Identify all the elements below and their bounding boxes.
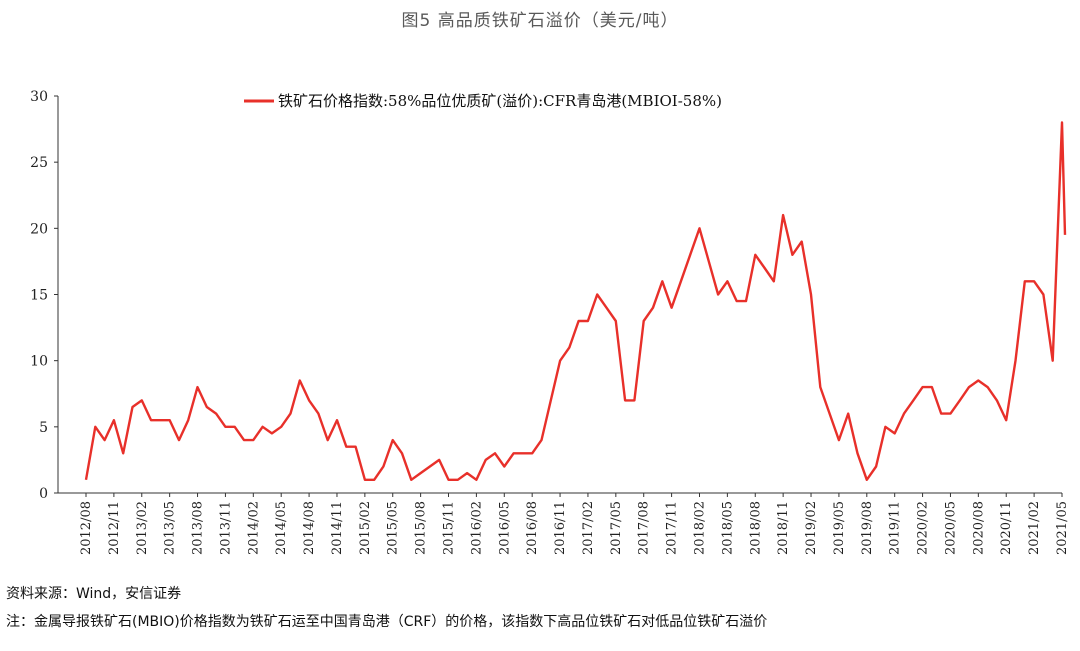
y-tick-label: 20: [30, 221, 48, 237]
y-tick-label: 5: [39, 420, 48, 436]
legend: 铁矿石价格指数:58%品位优质矿(溢价):CFR青岛港(MBIOI-58%): [244, 92, 722, 110]
x-tick-label: 2016/08: [525, 501, 540, 555]
x-tick-label: 2020/05: [943, 501, 958, 555]
x-tick-label: 2014/08: [302, 501, 317, 555]
source-note: 资料来源：Wind，安信证券: [6, 586, 182, 602]
x-tick-label: 2018/11: [776, 501, 791, 555]
y-axis-ticks: 0 5 10 15 20 25 30: [30, 89, 58, 502]
y-tick-label: 25: [30, 155, 48, 171]
series-line-0: [84, 121, 1067, 481]
x-tick-label: 2012/08: [79, 501, 94, 555]
x-tick-label: 2019/08: [860, 501, 875, 555]
x-tick-label: 2012/11: [107, 501, 122, 555]
x-tick-label: 2021/02: [1027, 501, 1042, 555]
chart-title: 图5 高品质铁矿石溢价（美元/吨）: [401, 11, 679, 31]
x-tick-label: 2015/05: [386, 501, 401, 555]
footnote: 注：金属导报铁矿石(MBIO)价格指数为铁矿石运至中国青岛港（CRF）的价格，该…: [6, 614, 768, 630]
y-tick-label: 10: [30, 354, 48, 370]
x-tick-label: 2019/02: [804, 501, 819, 555]
x-tick-label: 2013/08: [191, 501, 206, 555]
x-tick-label: 2015/02: [358, 501, 373, 555]
x-tick-label: 2013/05: [163, 501, 178, 555]
x-tick-label: 2014/05: [274, 501, 289, 555]
x-tick-label: 2013/11: [218, 501, 233, 555]
line-chart: 0 5 10 15 20 25 30 2012/08 2012/11 2013/02 2013/0…: [30, 89, 1070, 555]
x-tick-label: 2019/05: [832, 501, 847, 555]
x-tick-label: 2015/08: [414, 501, 429, 555]
x-tick-label: 2018/08: [748, 501, 763, 555]
x-tick-label: 2016/05: [497, 501, 512, 555]
series-layer: [84, 121, 1067, 481]
x-tick-label: 2020/02: [916, 501, 931, 555]
axes: [57, 96, 1062, 494]
legend-label: 铁矿石价格指数:58%品位优质矿(溢价):CFR青岛港(MBIOI-58%): [278, 92, 722, 110]
x-tick-label: 2021/05: [1055, 501, 1070, 555]
y-tick-label: 0: [39, 486, 48, 502]
x-tick-label: 2015/11: [442, 501, 457, 555]
x-tick-label: 2014/02: [246, 501, 261, 555]
x-tick-label: 2018/02: [692, 501, 707, 555]
x-tick-label: 2018/05: [720, 501, 735, 555]
x-tick-label: 2020/11: [999, 501, 1014, 555]
x-tick-label: 2016/11: [553, 501, 568, 555]
x-tick-label: 2016/02: [469, 501, 484, 555]
y-tick-label: 15: [30, 288, 48, 304]
x-tick-label: 2014/11: [330, 501, 345, 555]
x-tick-label: 2017/11: [665, 501, 680, 555]
x-tick-label: 2017/08: [637, 501, 652, 555]
x-tick-label: 2013/02: [135, 501, 150, 555]
x-tick-label: 2017/02: [581, 501, 596, 555]
x-tick-label: 2019/11: [888, 501, 903, 555]
y-tick-label: 30: [30, 89, 48, 105]
x-tick-label: 2017/05: [609, 501, 624, 555]
x-axis-ticks: 2012/08 2012/11 2013/02 2013/05 2013/08 2013/…: [79, 493, 1070, 555]
x-tick-label: 2020/08: [971, 501, 986, 555]
